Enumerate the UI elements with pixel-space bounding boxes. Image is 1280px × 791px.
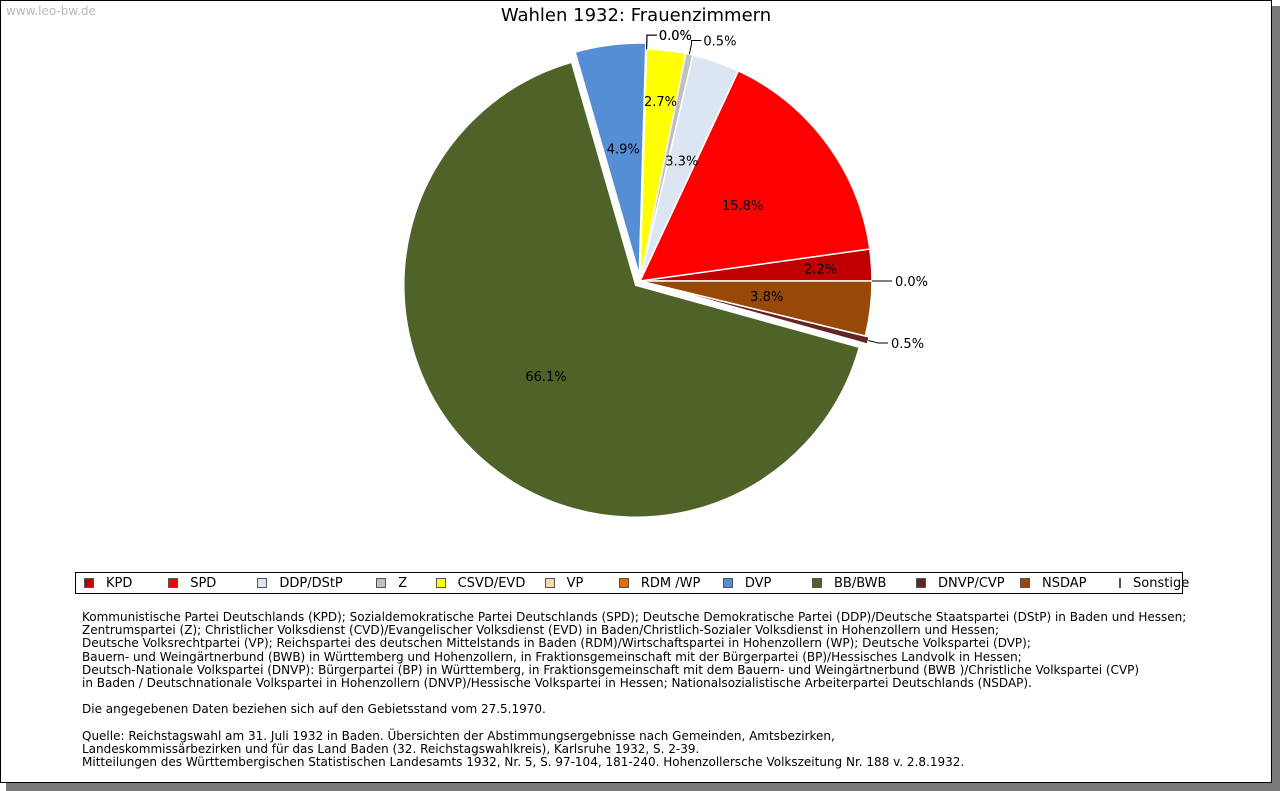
legend-label: Sonstige (1133, 575, 1190, 591)
slice-label-dvp: 4.9% (607, 142, 640, 157)
legend-item-sonstige: Sonstige (1119, 573, 1189, 593)
footnote-line: Mitteilungen des Württembergischen Stati… (82, 755, 965, 770)
legend-item-z: Z (376, 573, 435, 593)
legend-label: KPD (106, 575, 133, 591)
footnote-line: Zentrumspartei (Z); Christlicher Volksdi… (82, 623, 1000, 638)
legend-label: BB/BWB (833, 575, 887, 591)
legend-item-csvd-evd: CSVD/EVD (435, 573, 545, 593)
slice-label-csvd-evd: 2.7% (644, 95, 677, 110)
pie-chart: Wahlen 1932: Frauenzimmern 2.2% 15.8% 3.3%… (403, 5, 928, 519)
leader-line-vp (646, 34, 657, 50)
legend-label: RDM /WP (640, 575, 701, 591)
footnote-line: Quelle: Reichstagswahl am 31. Juli 1932 … (82, 728, 835, 743)
leader-line-rdm-wp (646, 34, 657, 50)
footnote-line: in Baden / Deutschnationale Volkspartei … (82, 676, 1032, 691)
footnote-line: Kommunistische Partei Deutschlands (KPD)… (82, 610, 1187, 624)
legend-swatch (915, 578, 926, 588)
legend-item-dvp: DVP (722, 573, 812, 593)
slice-label-rdm-wp: 0.0% (659, 29, 692, 44)
footnote-line: Bauern- und Weingärtnerbund (BWB) in Wür… (82, 649, 1022, 664)
legend-label: Z (398, 575, 408, 591)
footnote-line: Deutsch-Nationale Volkspartei (DNVP): Bü… (82, 662, 1140, 677)
legend-swatch (811, 578, 822, 588)
legend-swatch (1019, 578, 1030, 588)
legend-swatch (1119, 578, 1122, 588)
legend-item-dnvp-cvp: DNVP/CVP (915, 573, 1020, 593)
watermark: www.leo-bw.de (6, 4, 96, 18)
legend-swatch (84, 578, 94, 588)
legend-swatch (544, 578, 555, 588)
legend-item-nsdap: NSDAP (1019, 573, 1119, 593)
legend-label: DNVP/CVP (937, 575, 1005, 591)
legend-swatch (618, 578, 629, 588)
slice-label-kpd: 2.2% (804, 262, 837, 277)
footnote-line: Die angegebenen Daten beziehen sich auf … (82, 702, 546, 717)
legend-label: NSDAP (1041, 575, 1087, 591)
legend-label: DDP/DStP (279, 575, 343, 591)
slice-label-z: 0.5% (703, 35, 736, 50)
footnote-line: Deutsche Volksrechtpartei (VP); Reichspa… (82, 636, 1031, 651)
footnote-line: Landeskommissärbezirken und für das Land… (82, 742, 700, 756)
legend-swatch (435, 578, 446, 588)
pie-slice-dvp (574, 42, 647, 276)
legend-label: VP (566, 575, 584, 591)
chart-legend: KPD SPD DDP/DStP Z CSVD/EVD VP RDM /WP DVP BB/BW… (75, 572, 1189, 594)
legend-item-kpd: KPD (76, 573, 168, 593)
slice-label-nsdap: 3.8% (750, 290, 783, 305)
chart-title: Wahlen 1932: Frauenzimmern (501, 5, 771, 26)
legend-item-bb-bwb: BB/BWB (811, 573, 916, 593)
slice-label-ddp-dstp: 3.3% (665, 154, 698, 169)
legend-swatch (168, 578, 179, 588)
slice-label-spd: 15.8% (722, 199, 763, 214)
slice-label-vp: 0.0% (659, 29, 692, 44)
legend-label: CSVD/EVD (457, 575, 526, 591)
legend-item-spd: SPD (168, 573, 257, 593)
legend-swatch (722, 578, 733, 588)
slice-label-sonstige: 0.0% (895, 275, 928, 290)
frame-shadow-bottom (6, 783, 1280, 791)
legend-swatch (376, 578, 387, 588)
slice-label-bb-bwb: 66.1% (525, 370, 566, 385)
leader-line-dnvp-cvp (868, 340, 889, 344)
legend-item-rdm-wp: RDM /WP (618, 573, 723, 593)
footnotes: Kommunistische Partei Deutschlands (KPD)… (82, 610, 1202, 770)
leader-line-z (688, 40, 702, 55)
footnote-line (82, 717, 1202, 730)
pie-slice-bb-bwb (403, 61, 861, 519)
legend-swatch (257, 578, 268, 588)
legend-label: SPD (190, 575, 217, 591)
legend-label: DVP (744, 575, 772, 591)
frame-shadow-right (1272, 6, 1280, 791)
legend-item-ddp-dstp: DDP/DStP (257, 573, 376, 593)
pie-slice-spd (638, 69, 871, 282)
legend-item-vp: VP (544, 573, 619, 593)
slice-label-dnvp-cvp: 0.5% (891, 337, 924, 352)
